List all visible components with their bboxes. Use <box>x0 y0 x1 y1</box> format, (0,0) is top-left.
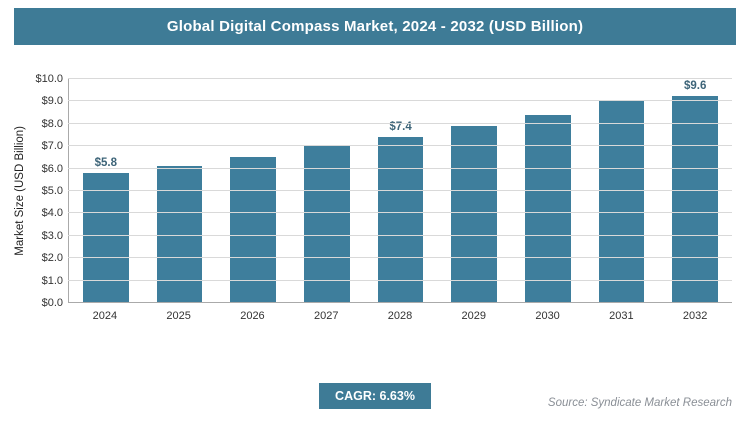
y-tick-label: $9.0 <box>41 95 63 108</box>
x-tick-label-2030: 2030 <box>535 310 560 322</box>
x-tick-label-2032: 2032 <box>682 310 708 322</box>
bar-2032 <box>672 96 719 303</box>
bar-2024 <box>83 173 129 303</box>
bar-column-2030 <box>511 79 585 303</box>
gridline <box>68 212 732 214</box>
x-tick-label-2029: 2029 <box>461 310 487 322</box>
gridline <box>68 190 732 191</box>
y-tick-label: $8.0 <box>41 117 63 130</box>
footer: CAGR: 6.63% Source: Syndicate Market Res… <box>0 383 750 409</box>
plot-area: $5.8 $7.4 $9.6 <box>68 78 732 303</box>
x-tick-label-2027: 2027 <box>313 310 339 322</box>
gridline <box>68 234 732 236</box>
gridline <box>68 122 732 124</box>
y-tick-label: $1.0 <box>41 274 63 287</box>
bar-column-2031 <box>585 79 659 303</box>
x-axis-line <box>68 302 732 303</box>
bars-container: $5.8 $7.4 $9.6 <box>69 79 732 303</box>
bar-column-2032: $9.6 <box>658 79 732 303</box>
bar-value-label: $7.4 <box>389 121 412 134</box>
y-tick-label: $2.0 <box>41 252 63 265</box>
y-axis-title-container: Market Size (USD Billion) <box>10 79 30 303</box>
chart-title-banner: Global Digital Compass Market, 2024 - 20… <box>14 8 736 45</box>
y-tick-label: $10.0 <box>35 73 63 85</box>
gridline <box>68 145 732 147</box>
bar-column-2024: $5.8 <box>69 79 143 303</box>
x-tick-label-2024: 2024 <box>92 310 118 322</box>
bar-2026 <box>230 157 277 303</box>
bar-column-2026 <box>216 79 290 303</box>
gridline <box>68 167 732 169</box>
bar-value-label: $5.8 <box>94 157 118 170</box>
y-tick-label: $7.0 <box>41 140 63 153</box>
source-attribution: Source: Syndicate Market Research <box>547 397 732 409</box>
bar-2027 <box>304 146 350 303</box>
y-tick-label: $0.0 <box>41 297 63 309</box>
cagr-badge: CAGR: 6.63% <box>319 383 431 409</box>
bar-column-2025 <box>143 79 217 303</box>
y-axis-line <box>68 79 69 303</box>
bar-2031 <box>598 101 645 303</box>
y-axis-ticks: $0.0 $1.0 $2.0 $3.0 $4.0 $5.0 $6.0 $7.0 $8.0 $9.0… <box>30 73 68 309</box>
x-tick-label-2025: 2025 <box>166 310 191 322</box>
bar-column-2028: $7.4 <box>364 79 438 303</box>
y-tick-label: $5.0 <box>41 185 63 197</box>
bar-column-2029 <box>437 79 511 303</box>
y-tick-label: $4.0 <box>41 207 63 220</box>
x-tick-label-2028: 2028 <box>387 310 413 322</box>
gridline <box>68 100 732 102</box>
gridline <box>68 279 732 281</box>
bar-column-2027 <box>290 79 364 303</box>
gridline <box>68 78 732 79</box>
bar-chart: Market Size (USD Billion) $0.0 $1.0 $2.0 $3… <box>10 73 732 309</box>
x-tick-label-2031: 2031 <box>609 310 634 322</box>
bar-2029 <box>451 126 498 303</box>
y-axis-title: Market Size (USD Billion) <box>14 126 26 256</box>
y-tick-label: $6.0 <box>41 162 63 175</box>
bar-2028 <box>377 137 424 303</box>
bar-value-label: $9.6 <box>684 80 707 92</box>
y-tick-label: $3.0 <box>41 229 63 242</box>
bar-2030 <box>525 114 571 303</box>
x-tick-label-2026: 2026 <box>240 310 265 322</box>
page-title: Global Digital Compass Market, 2024 - 20… <box>166 18 584 35</box>
x-axis-labels: 2024 2025 2026 2027 2028 2029 2030 2031 2032 <box>68 310 732 322</box>
gridline <box>68 257 732 259</box>
